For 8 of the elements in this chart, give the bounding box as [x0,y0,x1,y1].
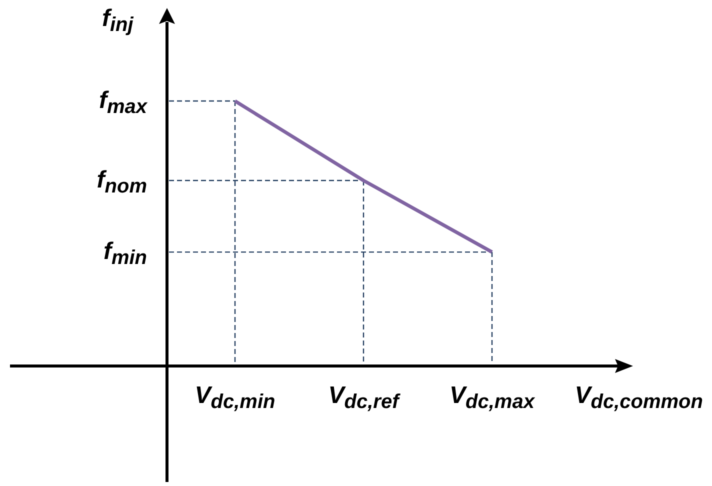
x-axis-title: V$_{dc,common}$ [574,382,703,413]
ref-line-label: f$_{nom}$ [96,166,147,198]
y-axis-title: f$_{inj}$ [102,5,134,36]
ref-line-label: f$_{min}$ [103,238,147,270]
x-tick-label: V$_{dc,max}$ [450,382,536,413]
ref-line-label: f$_{max}$ [98,87,148,118]
x-tick-label: V$_{dc,min}$ [194,382,276,413]
x-tick-label: V$_{dc,ref}$ [328,382,402,413]
